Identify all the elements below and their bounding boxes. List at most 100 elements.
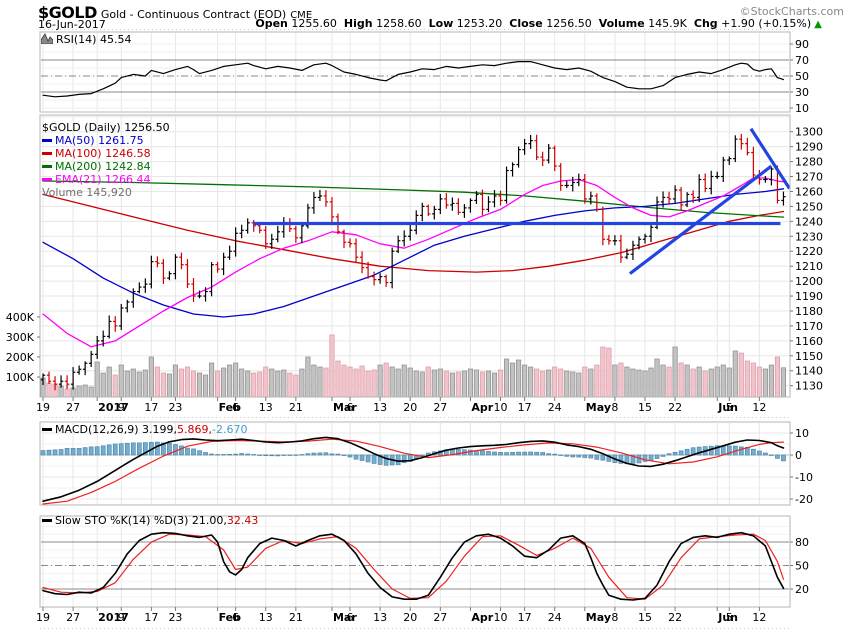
volume-bar	[774, 356, 780, 398]
legend-line-swatch	[42, 165, 52, 168]
volume-bar	[606, 347, 612, 398]
date-axis-label: 5	[726, 611, 733, 624]
volume-bar	[467, 368, 473, 398]
sto-axis-label: 50	[795, 560, 809, 573]
macd-histogram-bar	[558, 454, 564, 456]
price-legend: $GOLD (Daily) 1256.50 MA(50) 1261.75 MA(10…	[42, 121, 170, 199]
volume-bar	[275, 370, 281, 398]
volume-bar	[558, 368, 564, 398]
legend-row: MA(50) 1261.75	[42, 134, 170, 147]
macd-histogram-bar	[456, 449, 461, 456]
volume-bar	[257, 371, 263, 398]
macd-histogram-bar	[480, 450, 485, 456]
macd-histogram-bar	[118, 443, 124, 456]
macd-histogram-bar	[714, 445, 720, 456]
date-axis-label: 27	[433, 401, 447, 414]
quote-field-value: 145.9K	[644, 17, 687, 30]
volume-bar	[395, 368, 401, 398]
price-axis-label: 1140	[795, 365, 823, 378]
macd-histogram-bar	[82, 447, 88, 456]
date-axis-label: 8	[611, 401, 618, 414]
macd-histogram-bar	[209, 453, 214, 456]
volume-bar	[281, 369, 287, 398]
macd-histogram-bar	[112, 443, 118, 456]
price-axis-label: 1180	[795, 305, 823, 318]
macd-histogram-bar	[136, 442, 142, 456]
volume-bar	[666, 366, 672, 398]
rsi-legend: RSI(14) 45.54	[40, 32, 131, 46]
price-axis-label: 1150	[795, 350, 823, 363]
volume-bar	[522, 364, 528, 398]
date-axis-label: 19	[36, 401, 50, 414]
volume-bar	[371, 369, 377, 398]
volume-bar	[516, 359, 522, 398]
macd-axis-label: 10	[795, 427, 809, 440]
macd-histogram-bar	[522, 451, 527, 456]
date-axis-label: 9	[118, 611, 125, 624]
macd-histogram-bar	[371, 454, 377, 464]
volume-bar	[588, 368, 594, 398]
volume-bar	[269, 368, 275, 398]
date-axis-label: 27	[66, 401, 80, 414]
rsi-axis-label: 10	[795, 102, 809, 115]
price-axis-label: 1280	[795, 156, 823, 169]
volume-bar	[564, 370, 570, 398]
date-axis-label: 27	[66, 611, 80, 624]
volume-bar	[443, 370, 449, 398]
macd-histogram-bar	[197, 450, 202, 456]
date-axis-label: 22	[668, 401, 682, 414]
legend-row: Volume 145,920	[42, 186, 170, 199]
descending-trendline	[749, 127, 791, 190]
volume-bar	[178, 368, 185, 398]
date-axis-label: 17	[518, 401, 532, 414]
volume-axis-label: 400K	[6, 311, 35, 324]
macd-histogram-bar	[203, 452, 208, 456]
date-axis-label: 10	[494, 611, 508, 624]
quote-field-value: 1255.60	[287, 17, 337, 30]
volume-bar	[708, 368, 714, 398]
volume-bar	[570, 371, 576, 398]
date-axis-label: Jun	[717, 611, 738, 624]
macd-histogram-bar	[377, 454, 383, 465]
volume-bar	[624, 366, 630, 398]
volume-bar	[353, 368, 359, 398]
macd-histogram-bar	[726, 445, 732, 456]
date-axis-label: 24	[548, 401, 562, 414]
macd-histogram-bar	[365, 454, 371, 463]
macd-axis-label: 0	[795, 449, 802, 462]
date-axis-label: 6	[347, 401, 354, 414]
volume-bar	[166, 373, 172, 398]
macd-histogram-bar	[335, 453, 341, 456]
volume-bar	[215, 370, 221, 398]
macd-histogram-bar	[227, 453, 232, 456]
date-axis-label: 17	[518, 611, 532, 624]
volume-bar	[503, 358, 510, 398]
date-axis-label: 22	[668, 611, 682, 624]
volume-bar	[287, 372, 293, 398]
legend-row: RSI(14) 45.54	[40, 32, 131, 46]
sto-legend: Slow STO %K(14) %D(3) 21.00, 32.43	[42, 514, 258, 527]
volume-bar	[245, 370, 251, 398]
macd-histogram-bar	[88, 446, 94, 456]
legend-text: MA(100) 1246.58	[55, 147, 151, 160]
volume-bar	[299, 368, 305, 398]
volume-bar	[148, 356, 154, 398]
volume-bar	[582, 366, 588, 398]
macd-histogram-bar	[64, 448, 70, 456]
volume-bar	[136, 371, 142, 398]
volume-bar	[485, 370, 492, 398]
symbol-description: Gold - Continuous Contract (EOD)	[100, 8, 287, 21]
macd-histogram-bar	[486, 451, 491, 456]
date-axis-label: Feb	[219, 401, 242, 414]
macd-histogram-bar	[341, 454, 347, 456]
macd-panel-border	[39, 421, 791, 506]
date-axis-label: 19	[36, 611, 50, 624]
legend-text: 5.869,	[177, 423, 213, 436]
macd-histogram-bar	[94, 446, 100, 456]
macd-histogram-bar	[311, 452, 317, 456]
volume-bar	[690, 368, 696, 398]
volume-bar	[720, 364, 726, 398]
exchange-label: CME	[290, 10, 313, 21]
volume-bar	[341, 364, 347, 398]
macd-histogram-bar	[106, 444, 112, 456]
